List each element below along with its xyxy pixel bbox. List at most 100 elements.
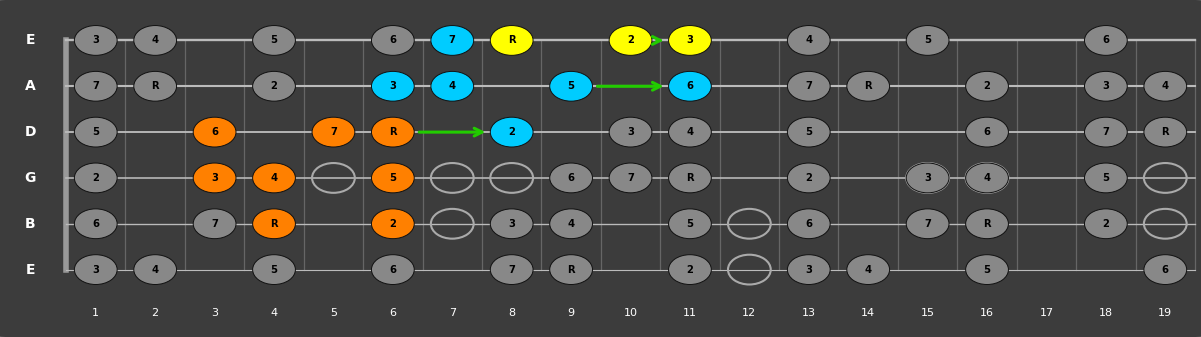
Text: 4: 4 <box>151 265 159 275</box>
Ellipse shape <box>371 163 414 193</box>
Text: R: R <box>567 265 575 275</box>
Text: 5: 5 <box>389 173 396 183</box>
Ellipse shape <box>74 71 118 101</box>
Text: 7: 7 <box>330 127 336 137</box>
Text: 8: 8 <box>508 308 515 318</box>
Text: 2: 2 <box>151 308 159 318</box>
Ellipse shape <box>847 71 890 101</box>
Text: 3: 3 <box>925 173 931 183</box>
Ellipse shape <box>609 117 652 147</box>
Ellipse shape <box>1143 117 1187 147</box>
Text: 6: 6 <box>806 219 812 229</box>
Text: 6: 6 <box>92 219 100 229</box>
Text: 7: 7 <box>1103 127 1110 137</box>
Ellipse shape <box>133 255 177 284</box>
Ellipse shape <box>609 163 652 193</box>
Text: R: R <box>865 81 872 91</box>
Ellipse shape <box>371 26 414 55</box>
Ellipse shape <box>74 26 118 55</box>
Text: 2: 2 <box>627 35 634 45</box>
Ellipse shape <box>788 255 830 284</box>
Ellipse shape <box>74 255 118 284</box>
Text: 10: 10 <box>623 308 638 318</box>
Ellipse shape <box>966 163 1009 193</box>
Text: 6: 6 <box>984 127 991 137</box>
Ellipse shape <box>371 209 414 239</box>
Ellipse shape <box>252 26 295 55</box>
Ellipse shape <box>966 117 1009 147</box>
Ellipse shape <box>966 71 1009 101</box>
Text: 7: 7 <box>925 219 931 229</box>
Text: R: R <box>686 173 694 183</box>
Ellipse shape <box>788 71 830 101</box>
Text: 7: 7 <box>806 81 812 91</box>
Ellipse shape <box>550 71 592 101</box>
Ellipse shape <box>550 255 592 284</box>
Text: R: R <box>1161 127 1169 137</box>
Text: 14: 14 <box>861 308 876 318</box>
Text: 3: 3 <box>211 308 219 318</box>
Text: 5: 5 <box>984 265 991 275</box>
Ellipse shape <box>907 209 949 239</box>
Text: 4: 4 <box>270 308 277 318</box>
Ellipse shape <box>371 117 414 147</box>
Text: 4: 4 <box>805 35 812 45</box>
Text: 2: 2 <box>806 173 812 183</box>
Text: 5: 5 <box>270 265 277 275</box>
Text: E: E <box>25 33 35 48</box>
Text: 4: 4 <box>1161 81 1169 91</box>
Text: 6: 6 <box>389 35 396 45</box>
Text: 13: 13 <box>802 308 815 318</box>
Ellipse shape <box>669 71 711 101</box>
Ellipse shape <box>431 26 473 55</box>
Text: 6: 6 <box>389 265 396 275</box>
Text: 7: 7 <box>449 308 456 318</box>
Ellipse shape <box>669 255 711 284</box>
Ellipse shape <box>1085 117 1128 147</box>
Text: R: R <box>151 81 159 91</box>
Text: 6: 6 <box>687 81 693 91</box>
Ellipse shape <box>788 117 830 147</box>
Text: 6: 6 <box>568 173 574 183</box>
Ellipse shape <box>907 26 949 55</box>
Ellipse shape <box>966 209 1009 239</box>
Text: D: D <box>24 125 36 139</box>
Ellipse shape <box>669 163 711 193</box>
Ellipse shape <box>1143 255 1187 284</box>
Ellipse shape <box>252 71 295 101</box>
Ellipse shape <box>847 255 890 284</box>
Text: 3: 3 <box>211 173 219 183</box>
Text: 3: 3 <box>92 35 100 45</box>
Text: 5: 5 <box>1103 173 1110 183</box>
Text: 5: 5 <box>687 219 693 229</box>
Text: 2: 2 <box>92 173 100 183</box>
Ellipse shape <box>550 163 592 193</box>
Text: R: R <box>508 35 515 45</box>
Text: 6: 6 <box>1161 265 1169 275</box>
Ellipse shape <box>1085 163 1128 193</box>
Text: 12: 12 <box>742 308 757 318</box>
Text: 7: 7 <box>449 35 455 45</box>
Ellipse shape <box>788 26 830 55</box>
Text: 11: 11 <box>683 308 697 318</box>
Text: 3: 3 <box>687 35 693 45</box>
Text: 4: 4 <box>151 35 159 45</box>
Text: 2: 2 <box>270 81 277 91</box>
Text: 4: 4 <box>865 265 872 275</box>
Text: 2: 2 <box>687 265 693 275</box>
Ellipse shape <box>669 117 711 147</box>
Text: 7: 7 <box>92 81 100 91</box>
Text: 5: 5 <box>924 35 931 45</box>
Text: G: G <box>24 171 36 185</box>
Ellipse shape <box>312 117 354 147</box>
Ellipse shape <box>133 26 177 55</box>
Text: 2: 2 <box>389 219 396 229</box>
Ellipse shape <box>490 117 533 147</box>
Ellipse shape <box>133 71 177 101</box>
Ellipse shape <box>1085 209 1128 239</box>
Text: 17: 17 <box>1039 308 1053 318</box>
Ellipse shape <box>669 26 711 55</box>
Ellipse shape <box>907 163 949 193</box>
Ellipse shape <box>74 209 118 239</box>
Ellipse shape <box>252 209 295 239</box>
